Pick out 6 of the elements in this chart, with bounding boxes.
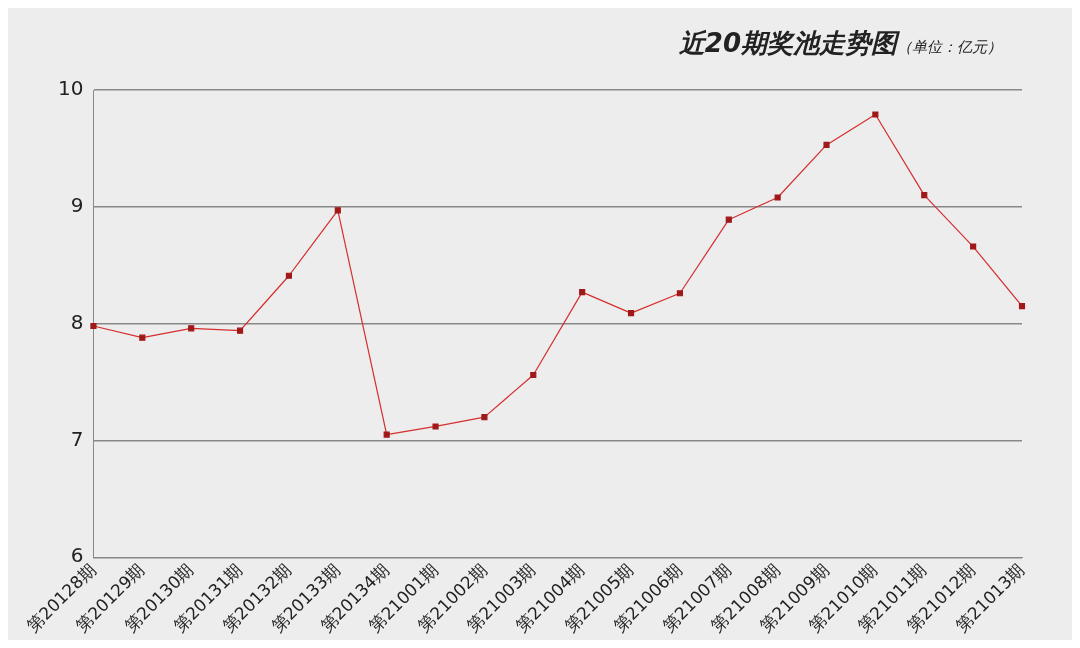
y-tick-label: 7 — [70, 426, 84, 451]
y-tick-label: 6 — [70, 543, 84, 568]
y-tick-label: 8 — [70, 309, 84, 334]
y-tick-label: 10 — [58, 76, 84, 101]
y-tick-label: 9 — [70, 193, 84, 218]
chart-subtitle: （单位：亿元） — [897, 38, 1002, 56]
